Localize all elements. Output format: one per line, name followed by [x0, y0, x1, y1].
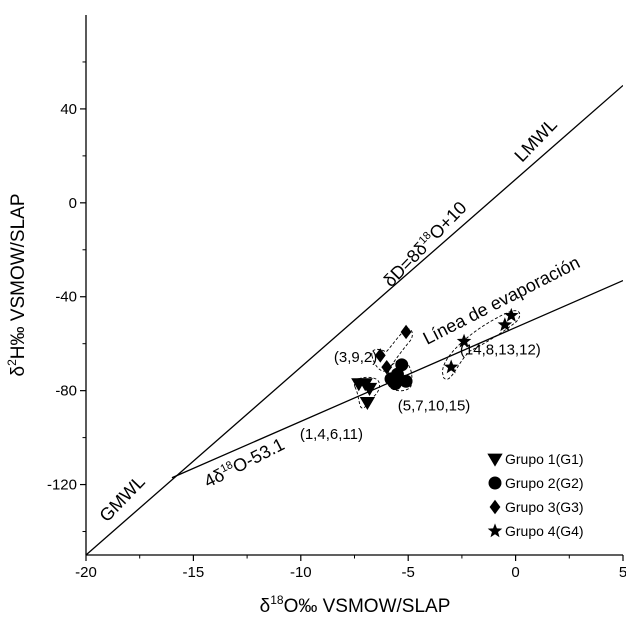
data-point-g2: [388, 377, 402, 391]
group-annotation: (14,8,13,12): [460, 342, 541, 359]
x-tick-label: -5: [402, 564, 415, 581]
ticks: [80, 61, 624, 561]
x-tick-label: -10: [290, 564, 312, 581]
data-point-g4: [504, 307, 519, 322]
gmwl-label: GMWL: [95, 472, 148, 526]
group-annotation: (1,4,6,11): [300, 426, 363, 443]
x-tick-label: -20: [75, 564, 97, 581]
data-point-g4: [443, 359, 459, 374]
evap-eq-sup: 18: [219, 459, 235, 475]
y-tick-label: -80: [55, 383, 77, 400]
x-title-post: O‰ VSMOW/SLAP: [284, 596, 451, 617]
mwl-equation: δD=8δ18O+10: [379, 197, 470, 290]
legend-marker-g4: [487, 523, 503, 538]
x-tick-label: -15: [183, 564, 205, 581]
legend-marker-g1: [487, 453, 503, 467]
legend-marker-g2: [488, 476, 502, 490]
group-annotation: (3,9,2): [334, 349, 377, 366]
legend-label-g4: Grupo 4(G4): [505, 523, 584, 539]
mwl-eq-post: O+10: [425, 197, 470, 243]
y-axis-title: δ2H‰ VSMOW/SLAP: [5, 193, 29, 376]
x-title-pre: δ: [260, 596, 271, 617]
data-point-g1: [359, 396, 376, 411]
data-point-g3: [400, 324, 412, 340]
y-tick-label: 40: [60, 101, 77, 118]
mwl-eq-pre: δD=8δ: [379, 238, 431, 290]
annotations: (3,9,2) (14,8,13,12) (5,7,10,15) (1,4,6,11): [300, 342, 541, 443]
x-tick-label: 5: [619, 564, 626, 581]
data-points: [351, 307, 519, 411]
x-title-sup: 18: [270, 593, 284, 607]
y-tick-label: 0: [69, 195, 77, 212]
y-title-pre: δ: [8, 366, 29, 377]
legend-label-g3: Grupo 3(G3): [505, 499, 584, 515]
data-point-g3: [381, 359, 393, 375]
y-tick-label: -40: [55, 289, 77, 306]
x-axis-title: δ18O‰ VSMOW/SLAP: [260, 593, 451, 617]
outline-g4: [442, 310, 521, 380]
legend-label-g2: Grupo 2(G2): [505, 475, 584, 491]
legend-marker-g3: [489, 499, 501, 515]
y-title-sup: 2: [5, 359, 19, 366]
data-point-g4: [497, 317, 513, 332]
legend-label-g1: Grupo 1(G1): [505, 451, 584, 467]
data-point-g1: [361, 382, 378, 396]
lmwl-label: LMWL: [510, 114, 561, 165]
outline-g3: [371, 328, 413, 372]
y-title-post: H‰ VSMOW/SLAP: [8, 193, 29, 359]
tick-labels: -20 -15 -10 -5 0 5 -120 -80 -40 0 40: [47, 101, 626, 581]
y-tick-label: -120: [47, 477, 77, 494]
data-point-g2: [395, 358, 409, 372]
group-annotation: (5,7,10,15): [398, 398, 471, 415]
x-tick-label: 0: [511, 564, 519, 581]
legend: Grupo 1(G1) Grupo 2(G2) Grupo 3(G3) Grupo 4…: [487, 451, 584, 539]
data-point-g3: [374, 348, 386, 363]
data-point-g2: [399, 374, 413, 388]
data-point-g4: [456, 333, 472, 348]
